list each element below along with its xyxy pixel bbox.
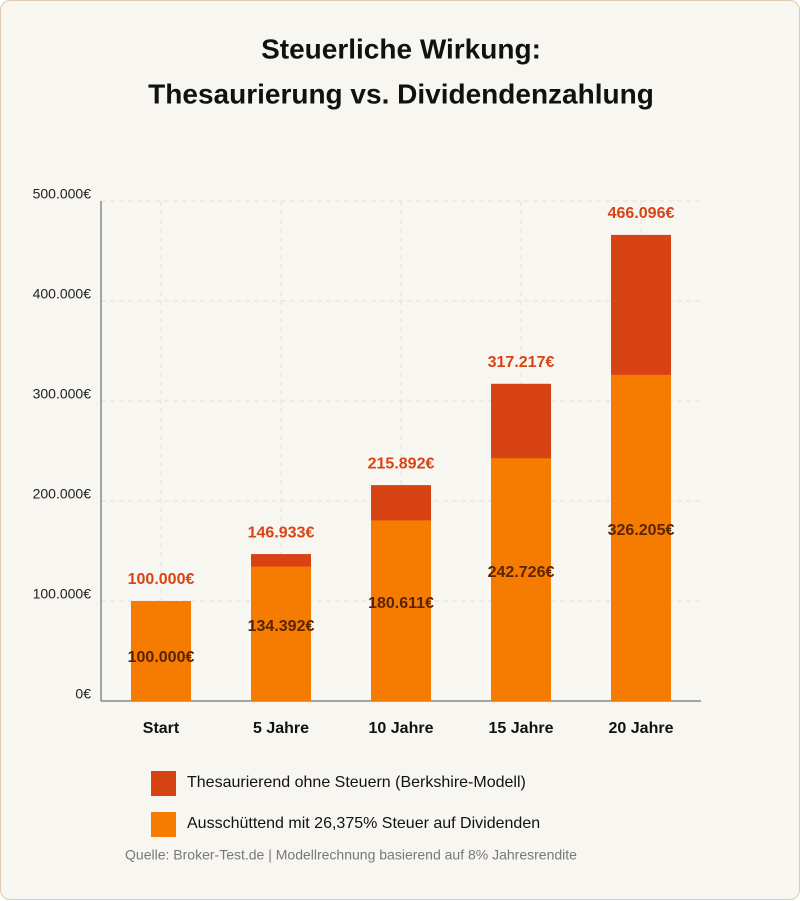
y-tick-label: 400.000€ bbox=[33, 286, 92, 302]
y-tick-label: 100.000€ bbox=[33, 586, 92, 602]
source-note: Quelle: Broker-Test.de | Modellrechnung … bbox=[125, 847, 577, 863]
total-label: 146.933€ bbox=[248, 524, 315, 541]
y-tick-label: 500.000€ bbox=[33, 186, 92, 202]
total-label: 215.892€ bbox=[368, 455, 435, 472]
value-label: 326.205€ bbox=[608, 522, 675, 539]
x-tick-label: Start bbox=[143, 720, 180, 737]
chart-title: Thesaurierung vs. Dividendenzahlung bbox=[148, 78, 654, 109]
total-label: 317.217€ bbox=[488, 354, 555, 371]
legend-label: Ausschüttend mit 26,375% Steuer auf Divi… bbox=[187, 815, 540, 832]
total-label: 466.096€ bbox=[608, 205, 675, 222]
x-tick-label: 15 Jahre bbox=[489, 720, 554, 737]
legend-label: Thesaurierend ohne Steuern (Berkshire-Mo… bbox=[187, 774, 526, 791]
value-label: 134.392€ bbox=[248, 618, 315, 635]
y-tick-label: 200.000€ bbox=[33, 486, 92, 502]
value-label: 242.726€ bbox=[488, 564, 555, 581]
bar bbox=[371, 520, 431, 701]
bar bbox=[131, 601, 191, 701]
chart-title: Steuerliche Wirkung: bbox=[261, 33, 541, 64]
bar bbox=[251, 566, 311, 701]
value-label: 180.611€ bbox=[368, 595, 434, 612]
y-tick-label: 0€ bbox=[75, 686, 91, 702]
legend-swatch bbox=[151, 771, 176, 796]
value-label: 100.000€ bbox=[128, 649, 195, 666]
bar bbox=[611, 374, 671, 701]
legend-swatch bbox=[151, 812, 176, 837]
total-label: 100.000€ bbox=[128, 571, 195, 588]
bar bbox=[491, 458, 551, 701]
x-tick-label: 10 Jahre bbox=[369, 720, 434, 737]
y-tick-label: 300.000€ bbox=[33, 386, 92, 402]
x-tick-label: 20 Jahre bbox=[609, 720, 674, 737]
x-tick-label: 5 Jahre bbox=[253, 720, 309, 737]
